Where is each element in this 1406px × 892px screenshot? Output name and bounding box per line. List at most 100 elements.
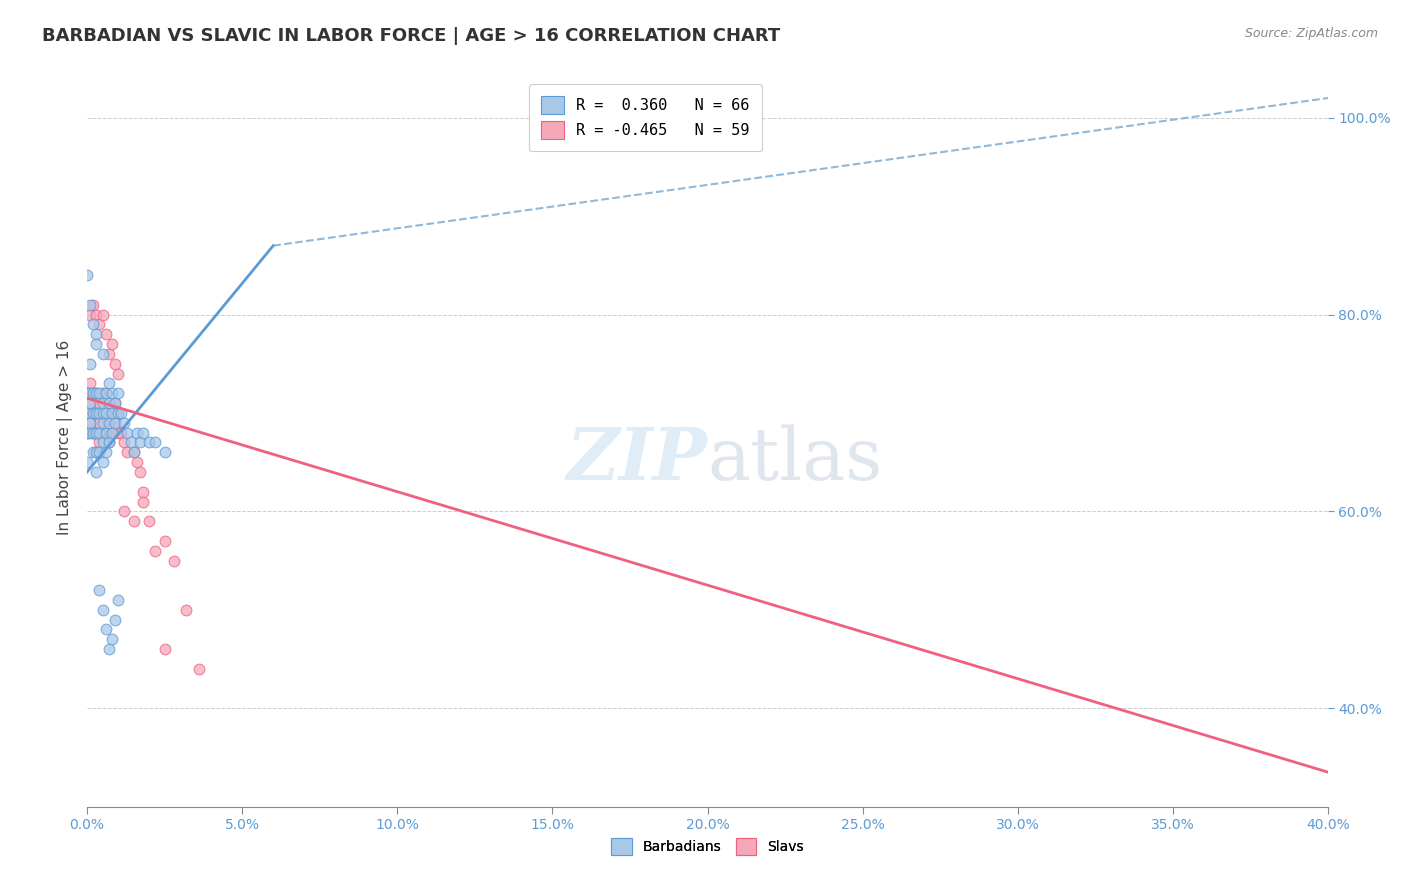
Point xyxy=(94,406,117,420)
Point xyxy=(86,386,108,401)
Point xyxy=(187,662,209,676)
Point xyxy=(191,829,214,843)
Point xyxy=(138,435,160,450)
Point xyxy=(79,357,101,371)
Point xyxy=(107,367,129,381)
Point xyxy=(97,396,120,410)
Point xyxy=(86,406,108,420)
Point xyxy=(91,425,114,440)
Point xyxy=(101,425,124,440)
Point xyxy=(94,425,117,440)
Point xyxy=(94,425,117,440)
Point xyxy=(94,386,117,401)
Point xyxy=(107,406,129,420)
Point xyxy=(104,396,127,410)
Text: ZIP: ZIP xyxy=(567,425,707,495)
Point xyxy=(153,445,176,459)
Point xyxy=(86,327,108,342)
Point xyxy=(101,425,124,440)
Point xyxy=(82,445,104,459)
Point xyxy=(132,484,155,499)
Point xyxy=(97,435,120,450)
Point xyxy=(86,337,108,351)
Point xyxy=(89,406,111,420)
Point xyxy=(79,376,101,391)
Point xyxy=(101,632,124,647)
Point xyxy=(97,347,120,361)
Point xyxy=(97,435,120,450)
Point xyxy=(82,386,104,401)
Point xyxy=(86,445,108,459)
Point xyxy=(110,425,132,440)
Point xyxy=(76,386,98,401)
Point xyxy=(86,445,108,459)
Point xyxy=(91,308,114,322)
Point xyxy=(101,386,124,401)
Point xyxy=(104,613,127,627)
Point xyxy=(91,386,114,401)
Point xyxy=(120,435,142,450)
Point xyxy=(176,603,198,617)
Point xyxy=(89,583,111,598)
Point xyxy=(79,396,101,410)
Point xyxy=(76,455,98,469)
Point xyxy=(112,416,135,430)
Point xyxy=(89,386,111,401)
Point xyxy=(82,406,104,420)
Point xyxy=(86,425,108,440)
Point xyxy=(89,396,111,410)
Point xyxy=(112,435,135,450)
Point xyxy=(91,406,114,420)
Point xyxy=(89,425,111,440)
Point xyxy=(91,603,114,617)
Text: BARBADIAN VS SLAVIC IN LABOR FORCE | AGE > 16 CORRELATION CHART: BARBADIAN VS SLAVIC IN LABOR FORCE | AGE… xyxy=(42,27,780,45)
Point xyxy=(76,425,98,440)
Point xyxy=(91,416,114,430)
Point xyxy=(94,386,117,401)
Point xyxy=(122,445,145,459)
Point xyxy=(82,425,104,440)
Point xyxy=(91,435,114,450)
Point xyxy=(79,416,101,430)
Point xyxy=(82,425,104,440)
Point xyxy=(79,386,101,401)
Point xyxy=(101,337,124,351)
Point xyxy=(125,425,148,440)
Point xyxy=(91,455,114,469)
Point xyxy=(79,425,101,440)
Point xyxy=(86,308,108,322)
Point xyxy=(97,416,120,430)
Point xyxy=(97,642,120,657)
Point xyxy=(94,406,117,420)
Point xyxy=(107,425,129,440)
Point xyxy=(94,445,117,459)
Point xyxy=(138,514,160,528)
Point xyxy=(89,445,111,459)
Point xyxy=(153,642,176,657)
Legend: Barbadians, Slavs: Barbadians, Slavs xyxy=(600,827,815,866)
Point xyxy=(117,425,139,440)
Point xyxy=(132,425,155,440)
Point xyxy=(91,406,114,420)
Point xyxy=(117,445,139,459)
Text: Source: ZipAtlas.com: Source: ZipAtlas.com xyxy=(1244,27,1378,40)
Point xyxy=(122,514,145,528)
Point xyxy=(143,543,166,558)
Point xyxy=(107,406,129,420)
Point xyxy=(104,396,127,410)
Point xyxy=(132,494,155,508)
Point xyxy=(89,435,111,450)
Point xyxy=(79,396,101,410)
Point xyxy=(153,533,176,548)
Point xyxy=(82,386,104,401)
Point xyxy=(104,357,127,371)
Point xyxy=(163,553,186,567)
Point xyxy=(101,406,124,420)
Point xyxy=(82,298,104,312)
Point xyxy=(86,386,108,401)
Point xyxy=(79,298,101,312)
Point xyxy=(91,347,114,361)
Point xyxy=(97,376,120,391)
Point xyxy=(94,327,117,342)
Point xyxy=(79,416,101,430)
